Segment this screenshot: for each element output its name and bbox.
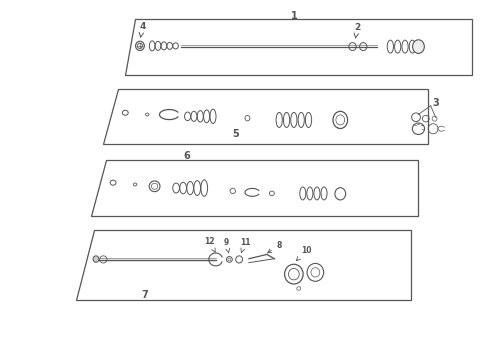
Text: 1: 1 [291,11,297,21]
Polygon shape [76,230,411,300]
Ellipse shape [138,43,143,48]
Text: 3: 3 [432,98,439,108]
Ellipse shape [413,40,424,53]
Text: 7: 7 [142,291,148,301]
Text: 9: 9 [224,238,230,253]
Ellipse shape [136,41,145,50]
Polygon shape [91,160,418,216]
Ellipse shape [93,256,99,262]
Text: 8: 8 [268,241,282,253]
Text: 11: 11 [240,238,250,253]
Polygon shape [125,19,472,75]
Text: 4: 4 [139,22,146,37]
Text: 5: 5 [232,129,239,139]
Text: 10: 10 [296,246,311,261]
Text: 2: 2 [354,23,361,38]
Text: 6: 6 [183,151,190,161]
Polygon shape [103,89,428,144]
Text: 12: 12 [204,237,215,252]
